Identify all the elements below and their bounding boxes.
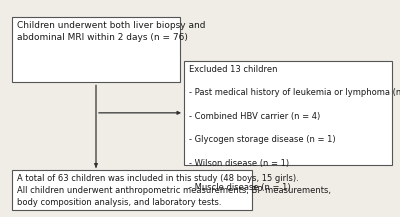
FancyBboxPatch shape <box>12 17 180 82</box>
Text: A total of 63 children was included in this study (48 boys, 15 girls).
All child: A total of 63 children was included in t… <box>17 174 331 207</box>
Text: Excluded 13 children

- Past medical history of leukemia or lymphoma (n = 6)

- : Excluded 13 children - Past medical hist… <box>189 65 400 192</box>
FancyBboxPatch shape <box>12 170 252 210</box>
Text: Children underwent both liver biopsy and
abdominal MRI within 2 days (n = 76): Children underwent both liver biopsy and… <box>17 21 206 42</box>
FancyBboxPatch shape <box>184 61 392 165</box>
